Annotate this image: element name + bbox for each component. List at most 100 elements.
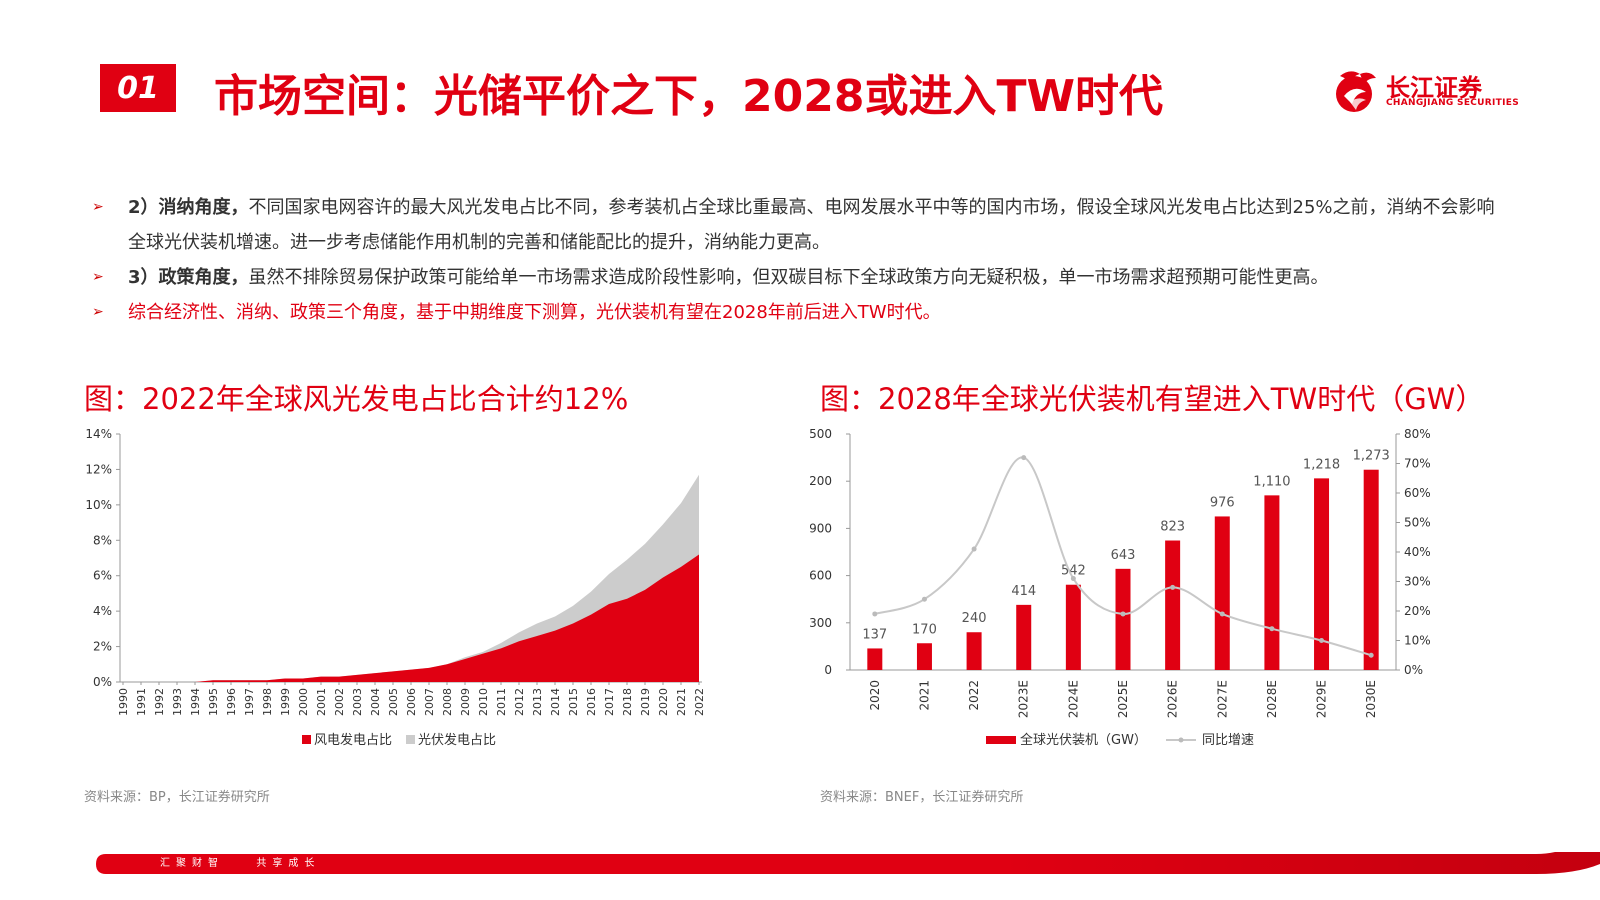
x-tick-label: 2019 (639, 688, 652, 716)
bar (1016, 604, 1032, 670)
legend-swatch-growth-dot (1178, 737, 1184, 743)
bar (966, 632, 982, 670)
y2-tick-label: 80% (1404, 428, 1431, 441)
y2-tick-label: 10% (1404, 634, 1431, 648)
x-tick-label: 2016 (585, 688, 598, 716)
x-tick-label: 2001 (315, 688, 328, 716)
bullet-arrow-icon: ➢ (92, 199, 104, 215)
bullet-lead: 2）消纳角度， (128, 197, 249, 218)
bar-value-label: 1,218 (1303, 457, 1340, 472)
y-tick-label: 0 (824, 663, 832, 677)
growth-rate-point (872, 611, 878, 617)
y2-tick-label: 0% (1404, 663, 1423, 677)
company-logo: 长江证券 CHANGJIANG SECURITIES (1330, 66, 1520, 114)
x-tick-label: 2000 (297, 688, 310, 716)
growth-rate-point (1170, 584, 1176, 590)
x-tick-label: 1991 (135, 688, 148, 716)
bullet-arrow-icon: ➢ (92, 304, 104, 320)
x-tick-label: 2030E (1364, 680, 1378, 718)
growth-rate-point (1319, 638, 1325, 643)
x-tick-label: 2017 (603, 688, 616, 716)
bar (916, 643, 932, 670)
footer-slogan-right: 共享成长 (256, 858, 321, 869)
bullet-item: ➢ 综合经济性、消纳、政策三个角度，基于中期维度下测算，光伏装机有望在2028年… (92, 295, 1512, 330)
legend-label-solar: 光伏发电占比 (418, 732, 496, 748)
bar-value-label: 823 (1160, 520, 1185, 535)
page-title: 市场空间：光储平价之下，2028或进入TW时代 (214, 71, 1164, 122)
x-tick-label: 2012 (513, 688, 526, 716)
x-tick-label: 2029E (1315, 680, 1329, 718)
section-number: 01 (117, 70, 159, 106)
x-tick-label: 2003 (351, 688, 364, 716)
bar (1314, 478, 1330, 670)
y2-tick-label: 30% (1404, 575, 1431, 589)
bar (867, 648, 883, 670)
x-tick-label: 2026E (1166, 680, 1180, 718)
bar (1115, 568, 1131, 670)
legend-swatch-installs (986, 736, 1016, 744)
growth-rate-point (1070, 576, 1076, 582)
bullet-list: ➢ 2）消纳角度，不同国家电网容许的最大风光发电占比不同，参考装机占全球比重最高… (92, 190, 1512, 330)
x-tick-label: 2015 (567, 688, 580, 716)
bar (1363, 469, 1379, 670)
wind-area-series (123, 554, 699, 682)
legend-label-growth: 同比增速 (1202, 733, 1254, 748)
y-tick-label: 8% (93, 533, 112, 547)
x-tick-label: 1993 (171, 688, 184, 716)
x-tick-label: 2025E (1116, 680, 1130, 718)
x-tick-label: 2021 (675, 688, 688, 716)
left-chart-source: 资料来源：BP，长江证券研究所 (84, 790, 270, 805)
y2-tick-label: 20% (1404, 604, 1431, 618)
x-tick-label: 2018 (621, 688, 634, 716)
y-tick-label: 10% (85, 498, 112, 512)
x-tick-label: 2013 (531, 688, 544, 716)
bullet-arrow-icon: ➢ (92, 269, 104, 285)
x-tick-label: 2028E (1265, 680, 1279, 718)
growth-rate-point (1021, 455, 1027, 461)
left-area-chart: 0% 2% 4% 6% 8% 10% 12% 14% 1990 1991 1992 1993 1994 1… (85, 428, 706, 748)
x-tick-label: 1995 (207, 688, 220, 716)
x-tick-label: 1998 (261, 688, 274, 716)
bullet-text: 综合经济性、消纳、政策三个角度，基于中期维度下测算，光伏装机有望在2028年前后… (128, 302, 941, 323)
growth-rate-point (1120, 611, 1126, 617)
x-tick-label: 1992 (153, 688, 166, 716)
bullet-item: ➢ 2）消纳角度，不同国家电网容许的最大风光发电占比不同，参考装机占全球比重最高… (92, 190, 1512, 260)
bar-value-label: 414 (1011, 584, 1036, 599)
y-tick-label: 600 (810, 569, 832, 583)
y2-tick-label: 60% (1404, 486, 1431, 500)
growth-rate-point (921, 596, 927, 602)
x-tick-label: 1996 (225, 688, 238, 716)
bar-value-label: 170 (912, 622, 937, 637)
footer-bar (96, 852, 1600, 874)
x-tick-label: 2002 (333, 688, 346, 716)
y2-tick-label: 50% (1404, 516, 1431, 530)
x-tick-label: 2027E (1215, 680, 1229, 718)
x-tick-label: 2004 (369, 688, 382, 716)
bar-value-label: 643 (1111, 548, 1136, 563)
bar-value-label: 1,273 (1353, 449, 1390, 464)
x-tick-label: 1990 (117, 688, 130, 716)
bar-value-label: 1,110 (1253, 474, 1290, 489)
legend-label-wind: 风电发电占比 (314, 732, 392, 748)
y2-tick-label: 40% (1404, 545, 1431, 559)
logo-emblem-icon (1336, 71, 1376, 112)
x-tick-label: 2020 (868, 680, 882, 711)
x-tick-label: 2020 (657, 688, 670, 716)
x-tick-label: 2009 (459, 688, 472, 716)
y-tick-label: 300 (810, 616, 832, 630)
legend-label-installs: 全球光伏装机（GW） (1020, 732, 1147, 748)
y-tick-label: 4% (93, 604, 112, 618)
bullet-item: ➢ 3）政策角度，虽然不排除贸易保护政策可能给单一市场需求造成阶段性影响，但双碳… (92, 260, 1512, 295)
y-tick-label: 2% (93, 640, 112, 654)
legend-swatch-wind (302, 735, 311, 744)
left-chart-title: 图：2022年全球风光发电占比合计约12% (84, 382, 629, 416)
bullet-text: 虽然不排除贸易保护政策可能给单一市场需求造成阶段性影响，但双碳目标下全球政策方向… (248, 267, 1329, 288)
bar (1065, 584, 1081, 670)
x-tick-label: 2008 (441, 688, 454, 716)
x-tick-label: 2023E (1017, 680, 1031, 718)
bullet-lead: 3）政策角度， (128, 267, 249, 288)
x-tick-label: 1994 (189, 688, 202, 716)
x-tick-label: 2011 (495, 688, 508, 716)
